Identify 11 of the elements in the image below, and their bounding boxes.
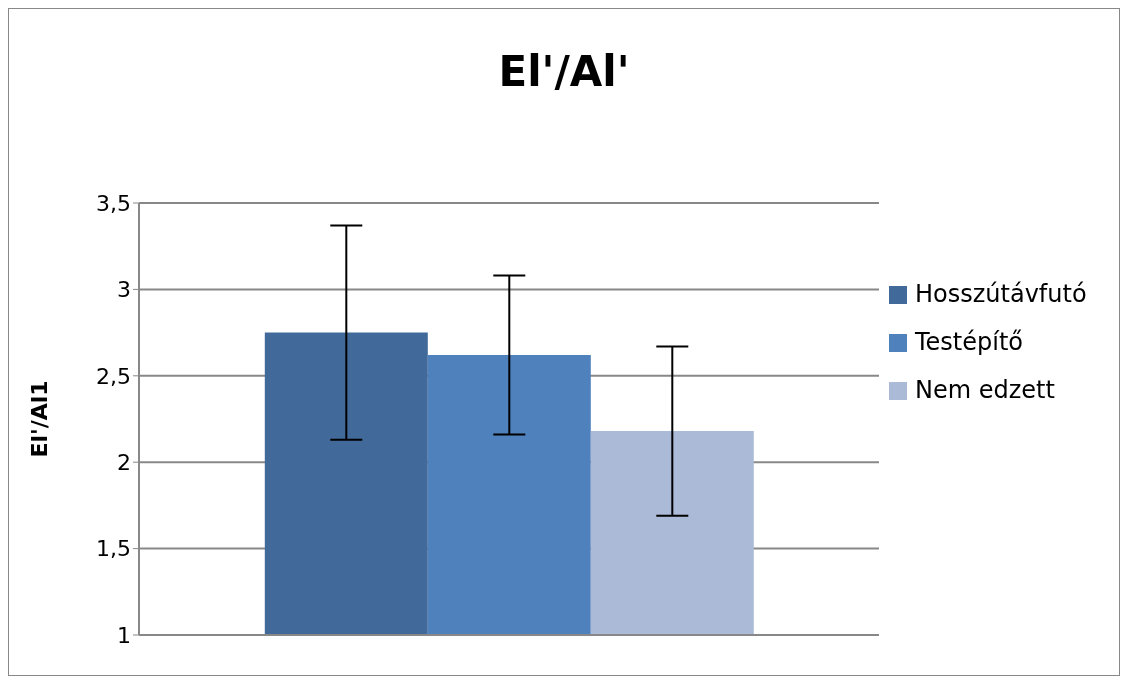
y-tick-label: 3,5 [96, 190, 131, 216]
legend-label: Hosszútávfutó [915, 280, 1087, 308]
legend-label: Nem edzett [915, 376, 1055, 404]
y-axis-title: El'/Al1 [26, 380, 52, 458]
y-tick-label: 1 [117, 622, 131, 648]
y-tick-label: 1,5 [96, 536, 131, 562]
y-tick-label: 3 [117, 277, 131, 303]
y-tick-label: 2 [117, 450, 131, 476]
chart-title: El'/Al' [497, 47, 631, 96]
y-tick-label: 2,5 [96, 363, 131, 389]
legend-label: Testépítő [915, 328, 1024, 356]
